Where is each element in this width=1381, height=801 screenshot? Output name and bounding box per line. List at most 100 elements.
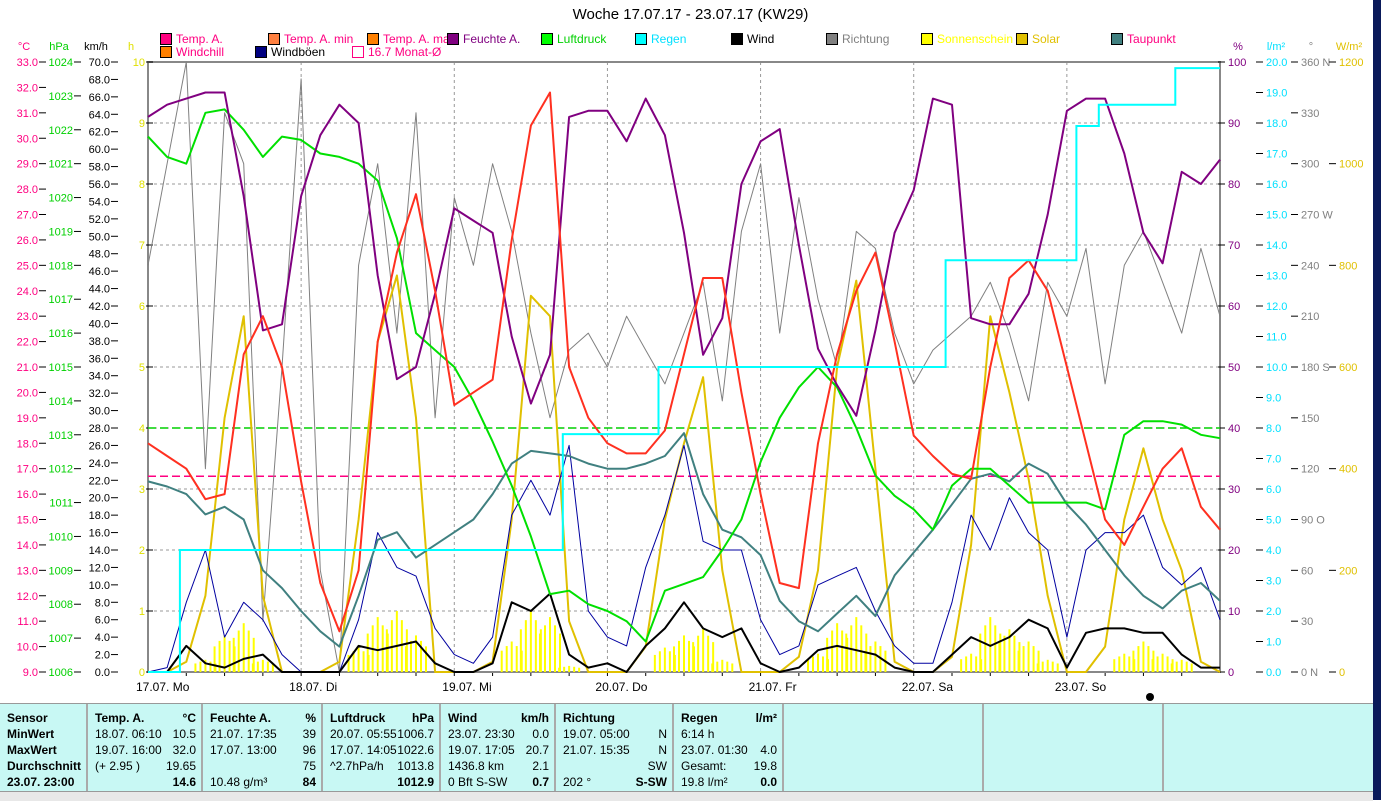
axis-tick-label: 120 <box>1301 464 1319 476</box>
sunshine-bar <box>1137 646 1140 672</box>
axis-tick-label: 1012 <box>49 464 73 476</box>
axis-tick-label: 1200 <box>1339 57 1363 69</box>
axis-tick-label: 50 <box>1228 362 1240 374</box>
axis-tick-label: 26.0 <box>89 440 110 452</box>
sunshine-bar <box>559 633 561 672</box>
axis-unit-sunshine: h <box>128 41 134 53</box>
stats-row: 21.07. 17:35 39 <box>210 726 316 742</box>
stats-label: MinWert <box>7 727 55 741</box>
stats-column: Luftdruck hPa 20.07. 05:55 1006.7 17.07. 14:… <box>323 704 441 792</box>
axis-tick-label: 1024 <box>49 57 73 69</box>
legend-label: 16.7 Monat-Ø <box>368 45 442 59</box>
sunshine-bar <box>822 656 824 672</box>
legend-label: Sonnenschein <box>937 32 1014 46</box>
axis-tick-label: 14.0 <box>89 545 110 557</box>
axis-tick-label: 20.0 <box>89 493 110 505</box>
legend-swatch <box>367 33 379 45</box>
stats-label: 21.07. 15:35 <box>563 743 630 757</box>
axis-tick-label: 150 <box>1301 413 1319 425</box>
sunshine-bar <box>385 629 388 672</box>
legend-item: Feuchte A. <box>447 32 520 46</box>
axis-tick-label: 1010 <box>49 531 73 543</box>
sunshine-bar <box>209 661 212 672</box>
stats-row: 1436.8 km 2.1 <box>448 758 549 774</box>
stats-label: 23.07. 23:00 <box>7 775 75 789</box>
axis-tick-label: 8.0 <box>95 597 110 609</box>
sunshine-bar <box>960 659 963 672</box>
chart-title: Woche 17.07.17 - 23.07.17 (KW29) <box>572 6 809 23</box>
legend-label: Richtung <box>842 32 890 46</box>
axis-tick-label: 64.0 <box>89 109 110 121</box>
sunshine-bar <box>544 625 546 672</box>
axis-tick-label: 240 <box>1301 260 1319 272</box>
sunshine-bar <box>984 625 987 672</box>
axis-tick-label: 17.0 <box>17 464 38 476</box>
stats-value: 96 <box>302 743 316 757</box>
stats-column: Temp. A. °C 18.07. 06:10 10.5 19.07. 16:00 32… <box>88 704 203 792</box>
axis-tick-label: 8 <box>139 179 145 191</box>
legend-item: Temp. A. min <box>268 32 353 46</box>
axis-tick-label: 4.0 <box>95 632 110 644</box>
stats-row: 18.07. 06:10 10.5 <box>95 726 196 742</box>
legend-item: Sonnenschein <box>921 32 1013 46</box>
axis-tick-label: 54.0 <box>89 196 110 208</box>
sunshine-bar <box>357 647 360 672</box>
sunshine-bar <box>721 659 724 672</box>
stats-row: Luftdruck hPa <box>330 710 434 726</box>
sunshine-bar <box>558 667 561 672</box>
sunshine-bar <box>1022 646 1025 672</box>
series-luftdruck <box>147 108 1221 643</box>
sunshine-bar <box>1113 659 1116 672</box>
stats-column: Wind km/h 23.07. 23:30 0.0 19.07. 17:05 20.7 1… <box>441 704 556 792</box>
stats-value: 1006.7 <box>397 727 434 741</box>
axis-tick-label: 13.0 <box>17 565 38 577</box>
axis-tick-label: 15.0 <box>17 515 38 527</box>
stats-label: Wind <box>448 711 478 725</box>
axis-tick-label: 1015 <box>49 362 73 374</box>
axis-tick-label: 10 <box>133 57 145 69</box>
axis-tick-label: 19.0 <box>1266 88 1287 100</box>
axis-tick-label: 30 <box>1228 484 1240 496</box>
stats-row: Wind km/h <box>448 710 549 726</box>
stats-row: 23.07. 01:30 4.0 <box>681 742 777 758</box>
sunshine-bar <box>869 646 872 672</box>
series-sonnenschein <box>194 611 1193 672</box>
series-line <box>147 61 1221 673</box>
axis-tick-label: 0 <box>1339 667 1345 679</box>
axis-tick-label: 3.0 <box>1266 576 1281 588</box>
stats-value: 0.7 <box>532 775 549 789</box>
stats-row: Sensor <box>7 710 81 726</box>
series-wind <box>148 592 1220 673</box>
sunshine-bar <box>213 646 216 672</box>
axis-tick-label: 40 <box>1228 423 1240 435</box>
x-tick-label: 17.07. Mo <box>136 680 190 694</box>
sunshine-bar <box>534 620 537 672</box>
axis-tick-label: 21.0 <box>17 362 38 374</box>
sunshine-bar <box>1185 661 1188 672</box>
sunshine-bar <box>266 661 269 672</box>
sunshine-bar <box>688 640 690 672</box>
sunshine-bar <box>874 641 877 672</box>
stats-row: 19.07. 16:00 32.0 <box>95 742 196 758</box>
axis-unit-solar: W/m² <box>1336 41 1363 53</box>
sunshine-bar <box>1037 650 1040 672</box>
stats-row: 20.07. 05:55 1006.7 <box>330 726 434 742</box>
axis-tick-label: 400 <box>1339 464 1357 476</box>
legend-label: Windböen <box>271 45 326 59</box>
sunshine-bar <box>668 651 671 672</box>
stats-label: Sensor <box>7 711 48 725</box>
axis-tick-label: 27.0 <box>17 210 38 222</box>
stats-label: 6:14 h <box>681 727 715 741</box>
series-solar <box>148 274 1221 673</box>
sunshine-bar <box>395 611 398 672</box>
axis-tick-label: 800 <box>1339 260 1357 272</box>
legend-swatch <box>635 33 647 45</box>
legend-swatch <box>447 33 459 45</box>
stats-column: Richtung 19.07. 05:00 N 21.07. 15:35 N SW 202 … <box>556 704 674 792</box>
axis-tick-label: 1014 <box>49 396 73 408</box>
stats-label: 19.07. 17:05 <box>448 743 515 757</box>
legend-swatch <box>160 46 172 58</box>
sunshine-bar <box>251 663 254 672</box>
sunshine-bar <box>1013 635 1016 672</box>
stats-value: 0.0 <box>532 727 549 741</box>
